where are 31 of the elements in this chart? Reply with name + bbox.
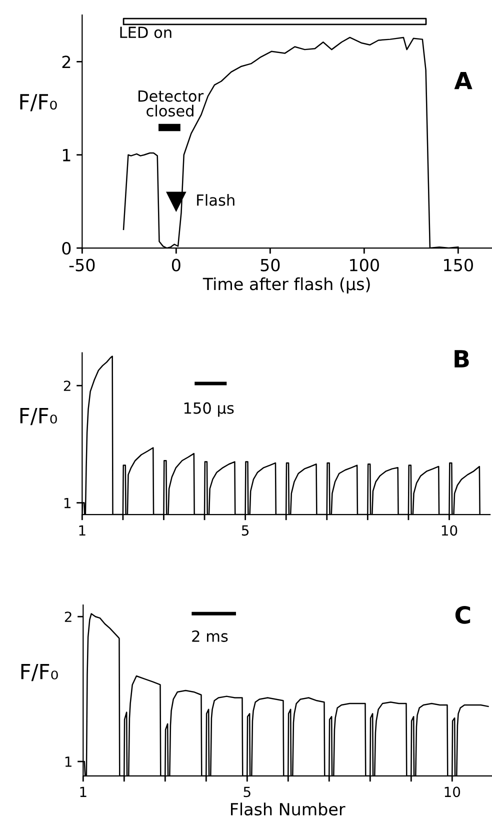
- x-tick-label: -50: [69, 258, 95, 272]
- x-tick-label: 0: [172, 258, 180, 272]
- y-tick-label: 1: [65, 756, 72, 767]
- annotation: Flash: [197, 194, 234, 206]
- x-axis-title: Time after flash (µs): [202, 277, 370, 294]
- y-tick-label: 2: [62, 56, 70, 68]
- y-tick-label: 2: [64, 380, 70, 391]
- x-tick-label: 150: [444, 258, 473, 272]
- y-tick-label: 0: [62, 242, 71, 255]
- annotation: LED on: [120, 26, 172, 38]
- annotation: Detector closed: [138, 90, 204, 117]
- y-axis-title: F/F₀: [20, 94, 57, 112]
- x-axis-title: Flash Number: [231, 802, 346, 816]
- annotation: B: [454, 350, 469, 368]
- y-tick-label: 1: [64, 498, 70, 508]
- annotation: C: [455, 606, 470, 624]
- x-tick-label: 5: [242, 525, 249, 536]
- x-tick-label: 50: [260, 258, 280, 272]
- x-tick-label: 1: [80, 786, 86, 797]
- y-axis-title: F/F₀: [20, 408, 57, 426]
- annotation: 150 µs: [184, 402, 234, 417]
- annotation: 2 ms: [192, 630, 228, 642]
- y-tick-label: 1: [62, 149, 70, 162]
- x-tick-label: 1: [79, 525, 86, 536]
- x-tick-label: 10: [444, 786, 460, 798]
- y-axis-title: F/F₀: [21, 664, 58, 682]
- x-tick-label: 100: [350, 258, 379, 272]
- y-tick-label: 2: [64, 612, 72, 622]
- annotation: A: [454, 72, 472, 90]
- x-tick-label: 5: [244, 786, 250, 798]
- x-tick-label: 10: [442, 525, 458, 536]
